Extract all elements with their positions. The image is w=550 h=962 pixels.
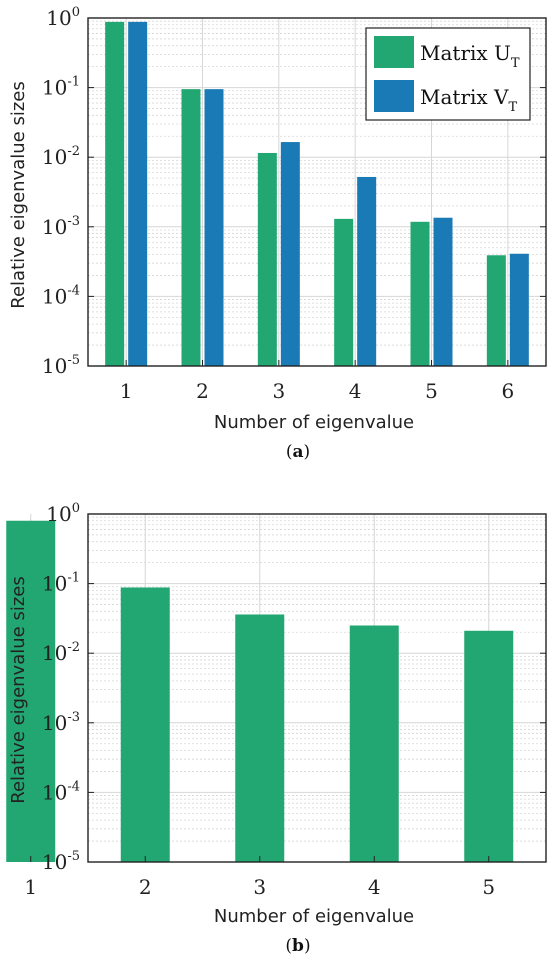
- x-tick-label: 2: [139, 875, 152, 899]
- y-axis-title-b: Relative eigenvalue sizes: [8, 576, 29, 803]
- bar-a-s1-1: [105, 21, 125, 366]
- bar-b-s1-1: [6, 520, 56, 862]
- bar-a-s2-4: [357, 176, 377, 366]
- caption-a: (a): [286, 442, 310, 462]
- bar-a-s2-3: [280, 142, 300, 366]
- bar-a-s1-3: [257, 152, 277, 366]
- bar-b-s1-4: [349, 625, 399, 862]
- legend: Matrix UT Matrix VT: [365, 27, 531, 121]
- bars-b: [6, 520, 514, 862]
- plot-frame-b: [87, 513, 547, 863]
- panel-a: 10-5 10-4 10-3 10-2 10-1 100 1 2 3 4 5 6 Relative …: [8, 5, 547, 462]
- y-tick-label: 10-1: [42, 571, 80, 596]
- plot-frame-a: [87, 17, 547, 367]
- bar-b-s1-5: [464, 630, 514, 862]
- y-tick-label: 10-4: [42, 779, 80, 804]
- y-tick-label: 10-4: [42, 283, 80, 308]
- y-tick-label: 10-2: [42, 144, 80, 169]
- x-tick-label: 1: [24, 875, 37, 899]
- bar-b-s1-3: [235, 614, 285, 862]
- x-tick-label: 2: [196, 379, 209, 403]
- legend-label-matrix-v: Matrix VT: [420, 85, 517, 115]
- bar-b-s1-2: [120, 587, 170, 862]
- bar-a-s1-5: [410, 221, 430, 366]
- y-tick-labels-b: 10-5 10-4 10-3 10-2 10-1 100: [42, 501, 546, 874]
- caption-b: (b): [285, 936, 310, 956]
- y-tick-label: 10-3: [42, 710, 80, 735]
- x-tick-label: 3: [253, 875, 266, 899]
- y-tick-label: 100: [46, 5, 80, 30]
- bars-a: [105, 21, 529, 366]
- x-tick-label: 3: [272, 379, 285, 403]
- bar-a-s2-6: [509, 253, 529, 366]
- y-tick-label: 10-3: [42, 214, 80, 239]
- x-axis-title-a: Number of eigenvalue: [214, 412, 414, 433]
- legend-label-matrix-u: Matrix UT: [420, 41, 520, 71]
- x-tick-label: 6: [501, 379, 514, 403]
- x-tick-label: 5: [482, 875, 495, 899]
- bar-a-s1-4: [334, 218, 354, 366]
- y-tick-label: 10-2: [42, 640, 80, 665]
- legend-swatch-matrix-u: [374, 36, 414, 68]
- x-tick-labels-a: 1 2 3 4 5 6: [120, 360, 514, 403]
- legend-swatch-matrix-v: [374, 80, 414, 112]
- bar-a-s2-1: [128, 21, 148, 366]
- y-tick-label: 10-5: [42, 353, 80, 378]
- bar-a-s2-2: [204, 89, 224, 366]
- x-axis-title-b: Number of eigenvalue: [214, 906, 414, 927]
- y-tick-labels-a: 10-5 10-4 10-3 10-2 10-1 100: [42, 5, 546, 378]
- bar-a-s1-2: [181, 89, 201, 366]
- y-axis-title-a: Relative eigenvalue sizes: [8, 81, 29, 308]
- y-tick-label: 10-5: [42, 849, 80, 874]
- bar-a-s1-6: [486, 255, 506, 366]
- x-tick-label: 4: [368, 875, 381, 899]
- x-tick-label: 4: [349, 379, 362, 403]
- y-tick-label: 100: [46, 501, 80, 526]
- y-tick-label: 10-1: [42, 75, 80, 100]
- bar-a-s2-5: [433, 217, 453, 366]
- x-tick-label: 5: [425, 379, 438, 403]
- x-tick-label: 1: [120, 379, 133, 403]
